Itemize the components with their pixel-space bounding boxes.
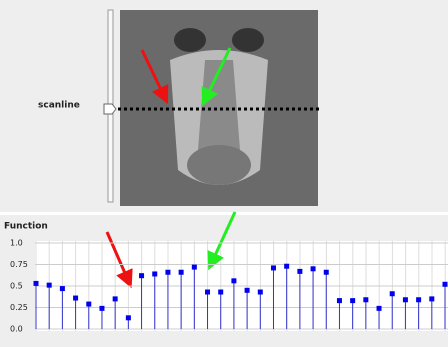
stem-marker [443, 282, 448, 287]
stem-marker [152, 271, 157, 276]
stem-marker [34, 281, 39, 286]
stem-marker [60, 286, 65, 291]
stem-marker [47, 283, 52, 288]
stem-marker [73, 296, 78, 301]
stem-marker [126, 315, 131, 320]
y-tick-label: 1.0 [10, 239, 23, 248]
stem-marker [363, 297, 368, 302]
stem-marker [350, 298, 355, 303]
stem-marker [218, 290, 223, 295]
scanline-label: scanline [38, 101, 80, 111]
stem-marker [165, 270, 170, 275]
stem-marker [284, 264, 289, 269]
stem-marker [429, 296, 434, 301]
stem-marker [192, 265, 197, 270]
y-tick-label: 0.25 [10, 303, 28, 312]
stem-marker [403, 297, 408, 302]
y-tick-label: 0.75 [10, 260, 28, 269]
stem-marker [179, 270, 184, 275]
chart-title: Function [4, 222, 48, 232]
stem-marker [258, 290, 263, 295]
stem-marker [139, 273, 144, 278]
stem-marker [390, 291, 395, 296]
stem-marker [99, 306, 104, 311]
stem-marker [337, 298, 342, 303]
stem-marker [231, 278, 236, 283]
stem-marker [86, 302, 91, 307]
stem-marker [271, 265, 276, 270]
stem-marker [324, 270, 329, 275]
stem-marker [113, 296, 118, 301]
stem-marker [297, 269, 302, 274]
stem-marker [245, 288, 250, 293]
screen: scanline Function 0.0 0.25 0.5 0.75 1.0 [0, 0, 448, 343]
y-tick-label: 0.0 [10, 325, 23, 334]
stem-marker [416, 297, 421, 302]
stem-marker [205, 290, 210, 295]
y-tick-label: 0.5 [10, 282, 23, 291]
divider [0, 212, 448, 215]
stem-marker [311, 266, 316, 271]
stem-marker [377, 306, 382, 311]
page: {"scanline_label": "scanline", "chart_da… [0, 0, 448, 343]
